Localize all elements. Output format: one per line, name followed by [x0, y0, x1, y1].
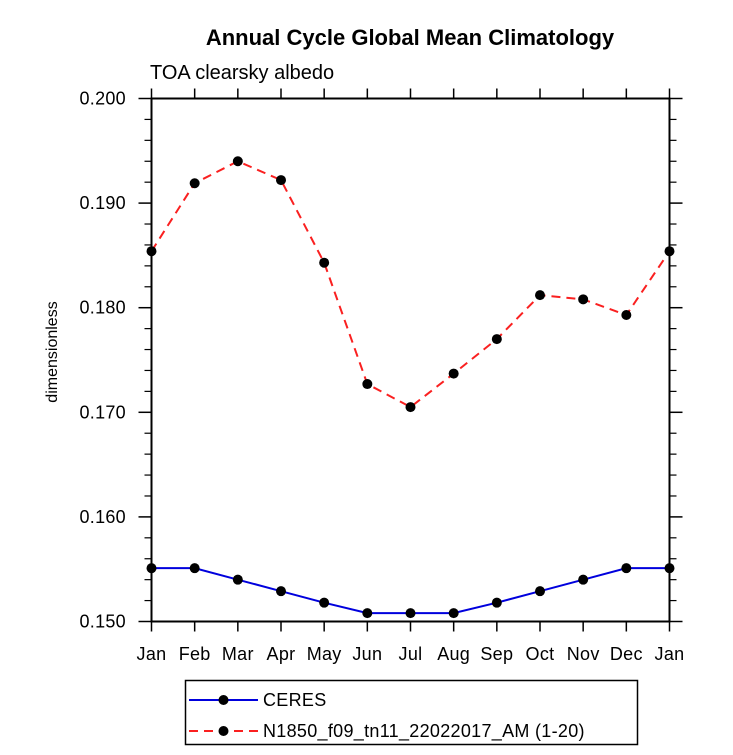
data-point-marker — [146, 246, 157, 257]
x-axis-tick-label: Jan — [137, 644, 167, 664]
data-point-marker — [276, 175, 286, 186]
x-axis-tick-label: Jan — [655, 644, 685, 664]
data-point-marker — [491, 597, 502, 608]
series-line-ceres — [151, 567, 670, 615]
x-axis-tick-label: Oct — [526, 644, 555, 664]
y-axis-tick-label: 0.200 — [79, 89, 126, 109]
plot-series — [146, 156, 675, 619]
x-axis-tick-label: Jun — [352, 644, 382, 664]
data-point-marker — [362, 608, 373, 619]
legend: CERES N1850_f09_tn11_22022017_AM (1-20) — [184, 679, 639, 746]
legend-marker-icon — [218, 695, 229, 705]
data-point-marker — [276, 586, 286, 597]
data-point-marker — [448, 368, 459, 379]
data-point-marker — [146, 563, 157, 574]
data-point-marker — [491, 334, 502, 345]
data-point-marker — [232, 574, 243, 585]
legend-entry-ceres: CERES — [189, 690, 327, 710]
legend-label-model: N1850_f09_tn11_22022017_AM (1-20) — [263, 721, 585, 742]
axes: Jan Feb Mar Apr May Jun Jul Aug Sep Oct Nov Dec Jan 0… — [79, 88, 685, 664]
data-point-marker — [319, 597, 330, 608]
chart-subtitle: TOA clearsky albedo — [150, 62, 334, 84]
y-axis-tick-label: 0.190 — [79, 193, 126, 213]
legend-box — [184, 679, 639, 746]
data-point-marker — [232, 156, 243, 167]
y-axis-tick-label: 0.160 — [79, 507, 126, 527]
chart-title: Annual Cycle Global Mean Climatology — [206, 25, 615, 50]
data-point-marker — [535, 290, 545, 301]
x-axis-tick-label: Apr — [267, 644, 296, 664]
x-axis-tick-label: Nov — [567, 644, 600, 664]
y-axis-tick-label: 0.180 — [79, 298, 126, 318]
data-point-marker — [664, 246, 675, 257]
legend-entry-model: N1850_f09_tn11_22022017_AM (1-20) — [189, 721, 585, 742]
legend-label-ceres: CERES — [263, 690, 327, 710]
x-axis-tick-label: Sep — [480, 644, 513, 664]
y-axis-tick-label: 0.150 — [79, 612, 126, 632]
x-axis-tick-label: Dec — [610, 644, 643, 664]
data-point-marker — [362, 379, 373, 390]
data-point-marker — [664, 563, 675, 574]
data-point-marker — [578, 294, 589, 305]
data-point-marker — [405, 608, 416, 619]
data-point-marker — [448, 608, 459, 619]
data-point-marker — [405, 402, 416, 413]
x-axis-tick-label: Mar — [222, 644, 254, 664]
y-axis-title: dimensionless — [44, 301, 61, 402]
x-axis-tick-label: Feb — [179, 644, 211, 664]
x-axis-tick-label: Jul — [399, 644, 423, 664]
legend-marker-icon — [218, 726, 229, 736]
y-axis-tick-label: 0.170 — [79, 402, 126, 422]
series-line-model — [150, 160, 671, 409]
data-point-marker — [319, 257, 330, 268]
plot-frame — [150, 97, 671, 623]
data-point-marker — [535, 586, 545, 597]
x-axis-tick-label: May — [307, 644, 342, 664]
data-point-marker — [621, 563, 632, 574]
x-axis-tick-label: Aug — [437, 644, 470, 664]
data-point-marker — [189, 563, 200, 574]
data-point-marker — [578, 574, 589, 585]
data-point-marker — [621, 310, 632, 321]
data-point-marker — [189, 178, 200, 189]
